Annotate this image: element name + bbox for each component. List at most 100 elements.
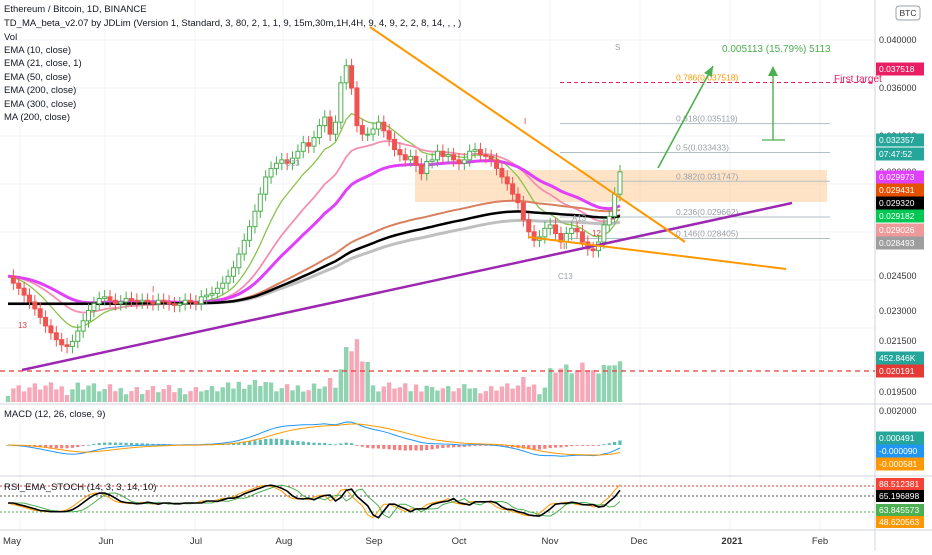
price-tick: 0.040000 <box>879 35 917 45</box>
indicator-ema-200[interactable]: EMA (200, close) <box>4 85 76 96</box>
macd-histogram-bar <box>231 443 236 445</box>
volume-bar <box>327 378 333 402</box>
price-badge-label: 0.029182 <box>879 211 915 221</box>
indicator-td-ma[interactable]: TD_MA_beta_v2.07 by JDLim (Version 1, St… <box>4 18 461 29</box>
resistance-trendline[interactable] <box>369 26 686 243</box>
volume-bar <box>580 362 585 402</box>
macd-histogram-bar <box>468 445 472 447</box>
candle-body <box>461 159 467 164</box>
macd-histogram-bar <box>108 442 112 445</box>
volume-bar <box>488 386 494 402</box>
macd-histogram-bar <box>237 442 241 445</box>
macd-histogram-bar <box>591 445 595 446</box>
volume-bar <box>478 393 483 402</box>
indicator-ema-50[interactable]: EMA (50, close) <box>4 72 71 83</box>
candle-body <box>381 121 387 132</box>
candle-body <box>574 227 580 233</box>
currency-badge[interactable] <box>895 5 921 21</box>
volume-bar <box>252 379 258 402</box>
macd-histogram-bar <box>317 442 321 445</box>
macd-signal-line <box>7 423 621 456</box>
macd-histogram-bar <box>602 444 606 445</box>
rsi-badge <box>876 490 924 502</box>
rsi-line-0 <box>7 484 621 519</box>
support-trendline[interactable] <box>21 201 793 372</box>
wedge-lower-trendline[interactable] <box>527 236 787 270</box>
candle-body <box>182 299 188 305</box>
price-axis[interactable]: BTC 0.040000 0.036000 0.034000 0.030000 … <box>876 5 924 528</box>
macd-badge-label: 0.000491 <box>879 433 915 443</box>
macd-histogram-bar <box>70 445 75 448</box>
volume-bar <box>263 382 268 402</box>
rsi-badge-label: 65.196898 <box>879 491 919 501</box>
volume-bar <box>467 388 472 402</box>
volume-bar <box>542 387 548 402</box>
candle-body <box>375 121 381 130</box>
volume-bar <box>182 394 188 402</box>
macd-histogram-bar <box>86 444 91 446</box>
candle-body <box>96 298 102 305</box>
volume-bar <box>284 384 290 402</box>
price-tick: 0.024500 <box>879 271 917 281</box>
time-axis[interactable]: May Jun Jul Aug Sep Oct Nov Dec 2021 Feb <box>3 536 828 547</box>
volume-bar <box>440 388 446 402</box>
volume-bar <box>456 388 462 402</box>
candle-body <box>128 298 134 301</box>
candle-body <box>472 149 478 152</box>
volume-bar <box>5 396 11 402</box>
macd-histogram-bar <box>253 440 257 445</box>
macd-histogram-bar <box>97 443 101 445</box>
price-badge <box>876 364 924 378</box>
macd-histogram-bar <box>419 445 423 451</box>
symbol-title[interactable]: Ethereum / Bitcoin, 1D, BINANCE <box>4 4 147 15</box>
volume-bar <box>172 392 177 402</box>
volume-bar <box>607 365 612 402</box>
candle-body <box>64 344 70 347</box>
price-badge-label: 0.029431 <box>879 185 915 195</box>
projection-arrow[interactable] <box>657 65 714 169</box>
candle-body <box>225 275 231 284</box>
candle-body <box>429 159 435 163</box>
macd-histogram-bar <box>264 439 268 445</box>
volume-bar <box>295 385 301 402</box>
macd-histogram-bar <box>596 445 601 446</box>
candle-body <box>477 149 483 156</box>
rsi-badge <box>876 516 924 528</box>
indicator-ema-10[interactable]: EMA (10, close) <box>4 45 71 56</box>
macd-histogram-bar <box>103 442 107 445</box>
indicator-legend[interactable]: Ethereum / Bitcoin, 1D, BINANCE TD_MA_be… <box>4 4 461 493</box>
volume-bar <box>48 382 54 402</box>
macd-badge-label: -0.000581 <box>879 459 918 469</box>
macd-histogram-bar <box>323 442 327 445</box>
macd-histogram-bar <box>618 440 622 445</box>
macd-histogram-bar <box>49 445 53 448</box>
indicator-ema-300[interactable]: EMA (300, close) <box>4 99 76 110</box>
candle-body <box>504 176 510 185</box>
volume-bar <box>429 387 435 402</box>
price-badge <box>876 62 924 76</box>
fib-level-label: 0.382(0.031747) <box>676 171 739 181</box>
macd-histogram-bar <box>478 445 483 446</box>
macd-histogram-bar <box>119 442 123 445</box>
candle-body <box>553 224 559 234</box>
candle-body <box>386 130 392 140</box>
price-badge-label: 0.020191 <box>879 366 915 376</box>
indicator-ema-21[interactable]: EMA (21, close, 1) <box>4 58 82 69</box>
macd-histogram-bar <box>403 445 407 451</box>
macd-histogram-bar <box>43 445 48 448</box>
macd-histogram-bar <box>580 445 585 446</box>
macd-title[interactable]: MACD (12, 26, close, 9) <box>4 409 105 420</box>
volume-bar <box>537 394 542 402</box>
candle-body <box>230 267 236 277</box>
rsi-title[interactable]: RSI_EMA_STOCH (14, 3, 3, 14, 10) <box>4 482 156 493</box>
candle-body <box>467 150 473 161</box>
volume-bar <box>54 389 59 402</box>
macd-histogram-bar <box>543 445 547 449</box>
volume-bar <box>349 351 354 402</box>
indicator-volume[interactable]: Vol <box>4 32 17 43</box>
volume-bar <box>548 368 553 402</box>
indicator-ma-200[interactable]: MA (200, close) <box>4 112 70 123</box>
price-tick: 0.021500 <box>879 336 917 346</box>
